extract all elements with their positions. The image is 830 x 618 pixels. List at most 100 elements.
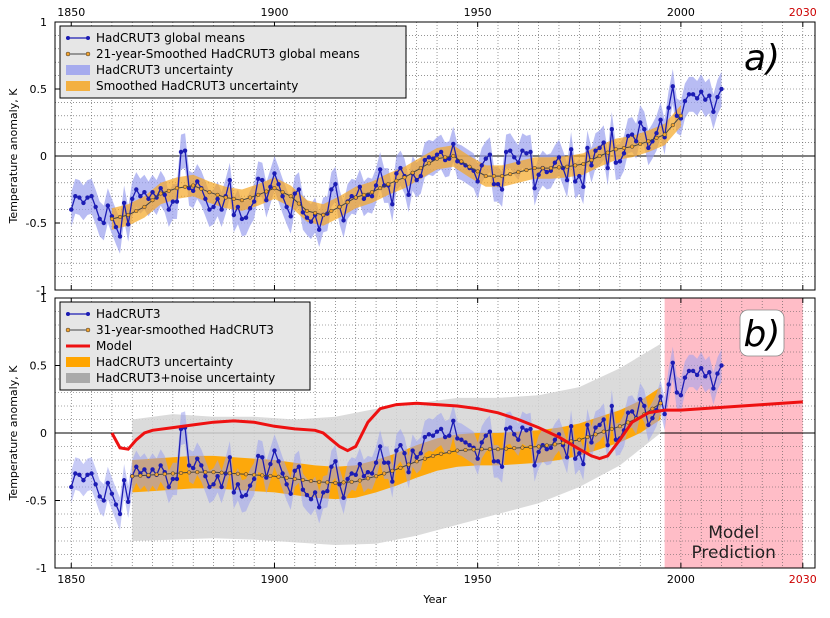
smoothed-point (382, 471, 387, 476)
smoothed-point (593, 432, 598, 437)
hadcrut3-point (243, 492, 249, 498)
hadcrut3-point (386, 460, 391, 465)
hadcrut3-point (463, 440, 468, 445)
hadcrut3-point (280, 194, 285, 199)
smoothed-point (248, 195, 253, 200)
smoothed-point (512, 446, 517, 451)
hadcrut3-point (211, 204, 216, 210)
smoothed-point (581, 161, 586, 167)
hadcrut3-point (633, 139, 639, 144)
y-tick-label: -0.5 (26, 495, 47, 508)
hadcrut3-point (329, 464, 334, 469)
smoothed-point (471, 447, 476, 452)
hadcrut3-point (272, 448, 277, 453)
hadcrut3-point (451, 141, 456, 147)
hadcrut3-point (430, 433, 436, 438)
hadcrut3-point (438, 426, 444, 432)
hadcrut3-point (625, 410, 631, 415)
y-tick-label: 0.5 (30, 360, 48, 373)
hadcrut3-point (130, 196, 135, 202)
legend-swatch-patch (66, 357, 90, 367)
smoothed-point (556, 165, 562, 170)
hadcrut3-point (512, 155, 517, 160)
smoothed-point (178, 470, 184, 476)
smoothed-point (162, 471, 167, 477)
smoothed-point (304, 208, 310, 213)
hadcrut3-point (475, 456, 480, 461)
hadcrut3-point (308, 496, 314, 502)
smoothed-point (609, 426, 614, 432)
hadcrut3-point (577, 451, 582, 456)
smoothed-point (235, 471, 240, 476)
hadcrut3-point (674, 390, 680, 395)
hadcrut3-point (113, 502, 119, 507)
smoothed-point (524, 168, 529, 173)
smoothed-point (589, 157, 594, 163)
panel-b-hadcrut3 (69, 360, 724, 517)
hadcrut3-point (654, 131, 659, 136)
hadcrut3-point (605, 442, 610, 448)
hadcrut3-point (585, 422, 590, 428)
hadcrut3-point (394, 171, 399, 176)
hadcrut3-point (475, 179, 480, 184)
smoothed-point (565, 164, 570, 169)
hadcrut3-point (304, 492, 310, 498)
hadcrut3-point (276, 181, 281, 187)
hadcrut3-point (516, 437, 521, 442)
hadcrut3-point (524, 428, 529, 433)
legend-swatch-marker (85, 327, 91, 333)
hadcrut3-point (394, 448, 399, 453)
hadcrut3-point (146, 196, 151, 202)
panel-a-label: a) (744, 38, 780, 79)
panel-b-x-tick-label: 2030 (789, 573, 817, 586)
panel-b-legend: HadCRUT3 31-year-smoothed HadCRUT3 Model Ha… (59, 301, 311, 391)
hadcrut3-point (487, 429, 493, 434)
smoothed-point (414, 459, 419, 464)
hadcrut3-point (256, 453, 261, 459)
hadcrut3-point (512, 432, 517, 437)
hadcrut3-point (296, 187, 302, 192)
hadcrut3-point (568, 147, 574, 152)
panel-b-x-tick-label: 2000 (667, 573, 695, 586)
hadcrut3-point (516, 160, 521, 165)
hadcrut3-point (585, 145, 590, 151)
hadcrut3-point (495, 459, 501, 464)
legend-box (59, 25, 407, 99)
hadcrut3-point (638, 397, 643, 402)
smoothed-point (321, 212, 326, 218)
smoothed-point (662, 132, 667, 137)
smoothed-point (658, 401, 663, 406)
hadcrut3-point (292, 191, 297, 196)
hadcrut3-point (601, 140, 606, 145)
smoothed-point (475, 169, 480, 174)
hadcrut3-point (699, 89, 704, 94)
smoothed-point (410, 170, 415, 175)
hadcrut3-point (719, 86, 724, 92)
legend-swatch-marker (66, 312, 70, 316)
hadcrut3-point (455, 159, 460, 164)
hadcrut3-point (568, 424, 574, 429)
hadcrut3-point (288, 214, 293, 219)
smoothed-point (195, 470, 200, 475)
hadcrut3-point (73, 471, 78, 476)
hadcrut3-point (345, 476, 350, 482)
smoothed-point (491, 174, 496, 179)
hadcrut3-point (455, 436, 460, 441)
legend-label: 21-year-Smoothed HadCRUT3 global means (96, 47, 360, 61)
smoothed-point (219, 470, 224, 475)
hadcrut3-point (642, 403, 647, 409)
smoothed-point (329, 208, 334, 213)
hadcrut3-point (239, 494, 245, 499)
hadcrut3-point (556, 155, 562, 160)
smoothed-point (390, 468, 395, 473)
hadcrut3-point (601, 417, 606, 422)
hadcrut3-point (101, 498, 106, 503)
legend-swatch-marker (85, 51, 91, 57)
smoothed-point (349, 479, 354, 484)
smoothed-point (548, 166, 553, 171)
hadcrut3-point (642, 127, 647, 132)
smoothed-point (654, 135, 659, 140)
hadcrut3-point (398, 165, 403, 171)
legend-swatch-patch (66, 81, 90, 91)
hadcrut3-point (548, 445, 554, 451)
